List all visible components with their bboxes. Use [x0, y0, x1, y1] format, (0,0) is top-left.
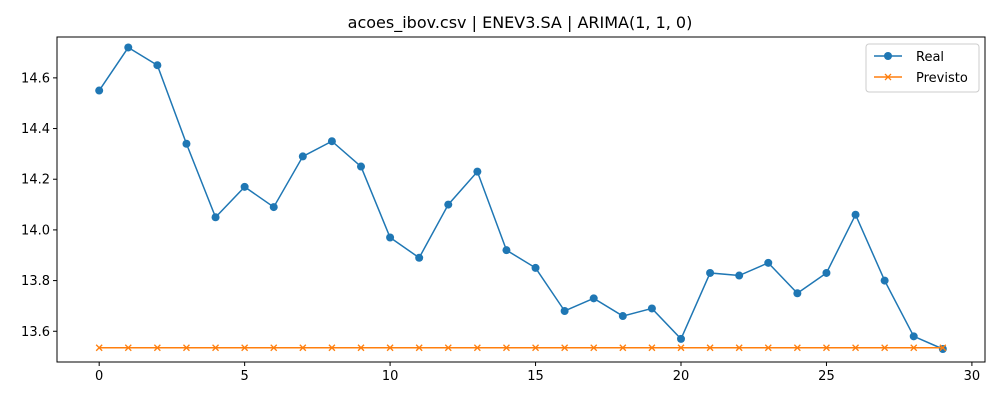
y-tick-label: 14.0: [21, 223, 50, 238]
data-point-real: [851, 210, 860, 219]
data-point-real: [124, 43, 133, 52]
data-point-previsto: [735, 344, 743, 352]
y-tick-label: 14.4: [21, 122, 50, 137]
axes-frame: [56, 36, 986, 363]
legend-label-real: Real: [916, 50, 944, 65]
data-point-real: [327, 137, 336, 146]
legend: Real Previsto: [865, 43, 980, 93]
legend-label-previsto: Previsto: [916, 71, 968, 86]
data-point-previsto: [910, 344, 918, 352]
data-point-previsto: [95, 344, 103, 352]
data-point-previsto: [648, 344, 656, 352]
plot-area: [95, 43, 947, 354]
data-point-previsto: [124, 344, 132, 352]
y-tick-label: 13.6: [21, 325, 50, 340]
data-point-previsto: [473, 344, 481, 352]
data-point-previsto: [153, 344, 161, 352]
data-point-real: [909, 332, 918, 341]
x-tick-label: 0: [95, 369, 103, 384]
data-point-previsto: [619, 344, 627, 352]
chart-title: acoes_ibov.csv | ENEV3.SA | ARIMA(1, 1, …: [348, 13, 693, 33]
data-point-previsto: [182, 344, 190, 352]
data-point-real: [473, 167, 482, 176]
data-point-real: [822, 268, 831, 277]
data-point-previsto: [852, 344, 860, 352]
data-point-previsto: [386, 344, 394, 352]
data-point-real: [211, 213, 220, 222]
data-point-real: [386, 233, 395, 242]
data-point-previsto: [561, 344, 569, 352]
data-point-previsto: [532, 344, 540, 352]
y-tick-label: 14.2: [21, 173, 50, 188]
data-point-previsto: [357, 344, 365, 352]
data-point-previsto: [822, 344, 830, 352]
data-point-real: [880, 276, 889, 285]
data-point-previsto: [270, 344, 278, 352]
data-point-real: [269, 203, 278, 212]
x-tick-label: 20: [673, 369, 690, 384]
x-tick-label: 30: [964, 369, 981, 384]
data-point-previsto: [590, 344, 598, 352]
data-point-previsto: [299, 344, 307, 352]
data-point-real: [618, 312, 627, 321]
data-point-real: [95, 86, 104, 95]
data-point-previsto: [241, 344, 249, 352]
x-tick-label: 15: [527, 369, 544, 384]
data-point-real: [560, 306, 569, 315]
data-point-previsto: [677, 344, 685, 352]
data-point-previsto: [706, 344, 714, 352]
y-tick-label: 14.6: [21, 71, 50, 86]
data-point-real: [357, 162, 365, 171]
axes: 0 5 10 15 20 25 30 13.6 13.8 14.0 14.2 14.4 14.6: [21, 36, 986, 384]
data-point-real: [647, 304, 656, 313]
data-point-previsto: [881, 344, 889, 352]
data-point-real: [938, 345, 947, 354]
y-tick-label: 13.8: [21, 274, 50, 289]
data-point-real: [531, 263, 540, 272]
data-point-real: [240, 182, 249, 191]
data-point-previsto: [212, 344, 220, 352]
legend-marker-previsto: [884, 73, 892, 81]
data-point-real: [589, 294, 598, 303]
data-point-real: [764, 258, 773, 267]
series-line-real: [98, 46, 944, 350]
data-point-real: [677, 334, 685, 343]
data-point-previsto: [502, 344, 510, 352]
data-point-real: [444, 200, 453, 209]
data-point-previsto: [328, 344, 336, 352]
data-point-previsto: [444, 344, 452, 352]
data-point-previsto: [939, 344, 947, 352]
data-point-real: [735, 271, 744, 280]
data-point-real: [153, 61, 162, 70]
data-point-real: [182, 139, 191, 148]
x-tick-label: 10: [382, 369, 399, 384]
data-point-real: [793, 289, 802, 298]
legend-marker-real: [884, 52, 892, 60]
data-point-previsto: [793, 344, 801, 352]
x-tick-label: 25: [818, 369, 835, 384]
data-point-real: [706, 268, 715, 277]
x-tick-label: 5: [240, 369, 248, 384]
data-point-real: [502, 246, 511, 255]
data-point-real: [298, 152, 307, 161]
data-point-previsto: [764, 344, 772, 352]
data-point-real: [415, 253, 424, 262]
data-point-previsto: [415, 344, 423, 352]
